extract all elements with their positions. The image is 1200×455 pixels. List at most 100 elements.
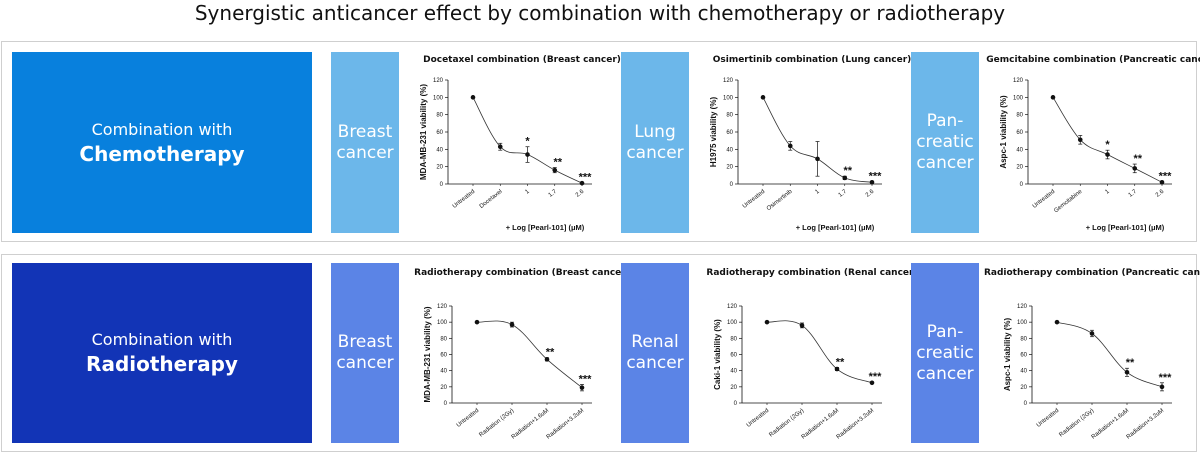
significance-label: ** (1133, 153, 1142, 165)
cancer-label-line: Renal (631, 332, 679, 352)
chart-svg: Docetaxel combination (Breast cancer) 0 20… (419, 55, 621, 232)
cancer-label: Breast cancer (336, 122, 393, 164)
y-tick-label: 100 (723, 95, 734, 101)
cancer-label-line: Lung (634, 121, 676, 142)
y-tick-label: 40 (436, 147, 443, 153)
y-tick-label: 100 (1017, 320, 1028, 326)
x-tick-label: 1 (814, 188, 821, 195)
data-point (834, 366, 840, 372)
data-point (544, 357, 550, 362)
x-tick-label: 2.6 (575, 188, 586, 198)
chart-svg: Radiotherapy combination (Breast cancer)… (414, 268, 630, 441)
chart-radiotherapy-pancreatic: Radiotherapy combination (Pancreatic can… (982, 255, 1200, 455)
data-point (1077, 137, 1083, 143)
series-line (766, 320, 873, 384)
y-tick-label: 100 (433, 95, 444, 101)
y-tick-label: 80 (1016, 113, 1023, 119)
y-tick-label: 60 (440, 353, 447, 359)
data-point (1159, 179, 1165, 185)
y-tick-label: 0 (440, 182, 444, 188)
y-tick-label: 60 (1020, 353, 1027, 359)
combo-label-line1: Combination with (91, 330, 233, 349)
y-tick-label: 120 (1013, 78, 1024, 84)
y-tick-label: 80 (440, 336, 447, 342)
cancer-label: Pan- creatic cancer (916, 111, 974, 174)
y-axis-label: Aspc-1 viability (%) (999, 95, 1008, 169)
chart-svg: Osimertinib combination (Lung cancer) 0 20… (709, 55, 911, 232)
x-tick-label: Radiation+1.6uM (1091, 408, 1131, 441)
data-point (869, 380, 875, 386)
renal-cancer-label-box: Renal cancer (621, 263, 689, 443)
chart-osimertinib: Osimertinib combination (Lung cancer) 0 20… (692, 42, 911, 242)
y-tick-label: 20 (1016, 165, 1023, 171)
x-tick-label: Docetaxel (479, 189, 504, 210)
breast-cancer-label-box: Breast cancer (331, 263, 399, 443)
x-tick-label: 2.6 (1155, 188, 1166, 198)
x-tick-label: Untreated (742, 189, 766, 210)
x-tick-label: Radiation+3.2uM (1126, 408, 1166, 441)
cancer-label-line: Breast (337, 121, 393, 142)
combo-label-line2: Chemotherapy (79, 141, 245, 166)
chart-title: Radiotherapy combination (Pancreatic can… (984, 268, 1200, 278)
x-tick-label: Untreated (456, 408, 480, 429)
x-axis-label: + Log [Pearl-101] (μM) (1086, 223, 1165, 232)
y-tick-label: 20 (726, 165, 733, 171)
y-tick-label: 0 (444, 401, 448, 407)
x-tick-label: Radiation+3.2uM (546, 408, 586, 441)
x-tick-label: 1.7 (838, 188, 849, 198)
significance-label: * (1105, 139, 1110, 151)
cancer-label-line: cancer (626, 353, 684, 373)
x-tick-label: 1.7 (1128, 188, 1139, 198)
data-point (760, 95, 766, 100)
data-point (1132, 166, 1138, 171)
y-tick-label: 60 (726, 130, 733, 136)
y-tick-label: 20 (436, 165, 443, 171)
significance-label: *** (579, 171, 593, 183)
y-tick-label: 100 (1013, 95, 1024, 101)
data-point (842, 175, 848, 181)
x-axis-label: + Log [Pearl-101] (μM) (796, 223, 875, 232)
y-axis-label: MDA-MB-231 viability (%) (423, 306, 432, 402)
data-point (869, 179, 875, 185)
cancer-label: Lung cancer (626, 122, 683, 164)
y-tick-label: 80 (436, 113, 443, 119)
x-tick-label: Radiation (2Gy) (768, 408, 805, 439)
cancer-label: Pan- creatic cancer (916, 322, 974, 385)
data-point (1054, 319, 1060, 325)
data-point (474, 319, 480, 325)
data-point (1105, 152, 1110, 157)
cancer-label-line: creatic (916, 342, 974, 363)
y-tick-label: 60 (436, 130, 443, 136)
data-point (787, 143, 793, 149)
significance-label: ** (836, 356, 845, 368)
chart-title: Gemcitabine combination (Pancreatic canc… (986, 55, 1200, 65)
chart-svg: Gemcitabine combination (Pancreatic canc… (986, 55, 1200, 232)
cancer-label: Breast cancer (336, 332, 393, 374)
chart-title: Osimertinib combination (Lung cancer) (713, 55, 912, 65)
x-tick-label: 1.7 (548, 188, 559, 198)
data-point (525, 152, 530, 157)
combo-label-line2: Radiotherapy (86, 352, 238, 376)
data-point (552, 167, 558, 173)
y-tick-label: 120 (437, 304, 448, 310)
y-tick-label: 20 (730, 385, 737, 391)
data-point (579, 180, 585, 186)
radiotherapy-combination-box: Combination with Radiotherapy (12, 263, 312, 443)
chart-title: Docetaxel combination (Breast cancer) (423, 55, 621, 65)
x-tick-label: Untreated (1036, 408, 1060, 429)
series-line (476, 320, 583, 388)
y-tick-label: 0 (1024, 401, 1028, 407)
y-axis-label: H1975 viability (%) (709, 97, 718, 168)
y-tick-label: 0 (734, 401, 738, 407)
data-point (815, 156, 820, 162)
data-point (1124, 369, 1130, 375)
y-tick-label: 60 (1016, 130, 1023, 136)
chemotherapy-combination-box: Combination with Chemotherapy (12, 52, 312, 233)
cancer-label: Renal cancer (626, 332, 683, 374)
cancer-label-line: cancer (336, 353, 394, 373)
significance-label: *** (579, 373, 593, 385)
cancer-label-line: cancer (626, 142, 684, 163)
y-tick-label: 40 (726, 147, 733, 153)
y-axis-label: MDA-MB-231 viability (%) (419, 84, 428, 180)
cancer-label-line: Breast (337, 332, 393, 352)
